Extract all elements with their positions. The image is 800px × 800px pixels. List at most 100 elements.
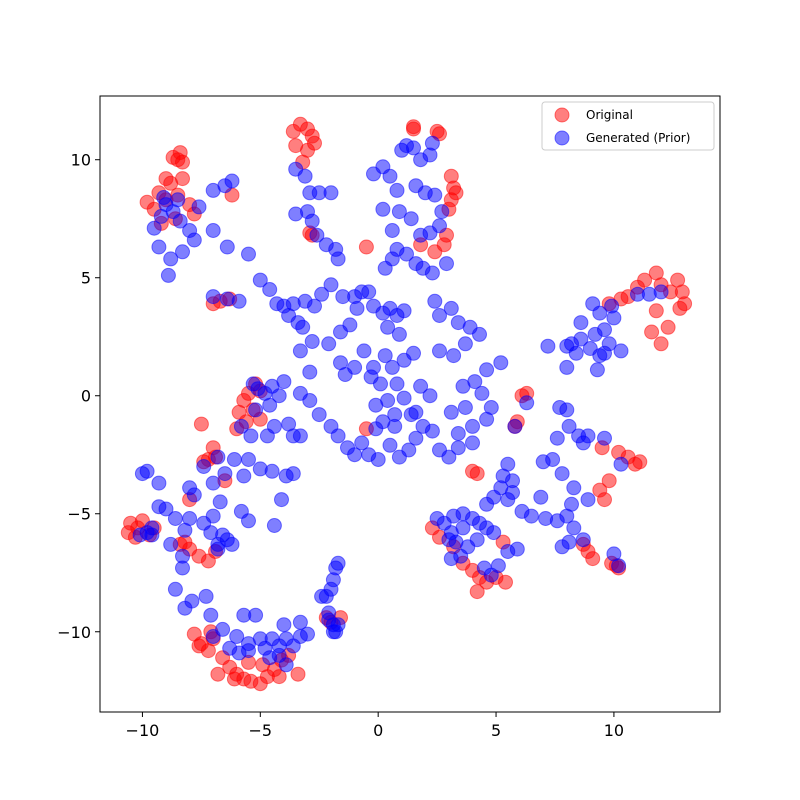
generated-point: [533, 489, 549, 505]
original-point: [271, 669, 287, 685]
generated-point: [554, 539, 570, 555]
generated-point: [396, 303, 412, 319]
generated-point: [408, 430, 424, 446]
generated-point: [597, 345, 612, 361]
original-point: [170, 152, 186, 168]
generated-point: [215, 621, 231, 637]
generated-point: [233, 503, 249, 519]
points-layer: [120, 116, 693, 692]
generated-point: [224, 536, 240, 552]
x-axis: −10 −5 0 5 10: [126, 712, 624, 740]
generated-point: [443, 404, 459, 420]
generated-point: [465, 435, 480, 451]
original-point: [427, 244, 443, 260]
generated-point: [559, 359, 575, 375]
generated-point: [163, 536, 179, 552]
generated-point: [266, 418, 282, 434]
generated-point: [566, 520, 582, 536]
x-tick-label: 0: [373, 721, 383, 740]
generated-point: [205, 289, 221, 305]
generated-point: [252, 272, 268, 288]
generated-point: [375, 201, 391, 217]
generated-point: [175, 244, 190, 260]
generated-point: [391, 204, 407, 220]
original-point: [632, 454, 648, 470]
legend-label-generated: Generated (Prior): [586, 131, 690, 145]
generated-point: [295, 319, 311, 335]
generated-point: [276, 617, 292, 633]
y-tick-label: −10: [57, 623, 91, 642]
generated-point: [307, 298, 322, 314]
generated-point: [210, 449, 226, 465]
y-tick-label: 5: [81, 269, 91, 288]
generated-point: [151, 499, 167, 515]
generated-point: [384, 223, 400, 238]
generated-point: [333, 324, 348, 340]
generated-point: [285, 466, 301, 482]
generated-point: [457, 400, 473, 415]
generated-point: [167, 581, 183, 597]
generated-point: [330, 251, 346, 267]
generated-point: [243, 428, 259, 444]
generated-point: [479, 362, 495, 378]
generated-point: [325, 617, 341, 633]
x-tick-label: 5: [491, 721, 501, 740]
generated-point: [389, 376, 405, 392]
generated-point: [384, 359, 400, 375]
legend-marker-original: [554, 107, 570, 123]
generated-point: [613, 343, 629, 359]
y-axis: −10 −5 0 5 10: [57, 151, 100, 642]
generated-point: [483, 400, 499, 415]
generated-point: [448, 534, 464, 550]
generated-point: [391, 326, 407, 342]
generated-point: [377, 260, 393, 276]
generated-point: [224, 173, 240, 189]
generated-point: [354, 435, 370, 451]
generated-point: [186, 232, 202, 248]
generated-point: [422, 388, 438, 404]
generated-point: [561, 418, 577, 434]
generated-point: [163, 251, 179, 267]
generated-point: [573, 315, 589, 331]
generated-point: [151, 239, 167, 255]
generated-point: [406, 140, 421, 156]
original-point: [653, 336, 669, 352]
generated-point: [236, 607, 252, 623]
original-point: [660, 319, 676, 335]
generated-point: [382, 168, 398, 184]
original-point: [193, 416, 209, 432]
generated-point: [432, 343, 447, 359]
generated-point: [146, 220, 162, 236]
generated-point: [559, 338, 575, 354]
generated-point: [300, 626, 315, 642]
x-tick-label: −5: [249, 721, 273, 740]
generated-point: [175, 560, 190, 576]
y-tick-label: 0: [81, 387, 91, 406]
generated-point: [566, 480, 582, 496]
generated-point: [486, 525, 502, 541]
generated-point: [151, 475, 167, 491]
generated-point: [432, 218, 447, 234]
generated-point: [231, 293, 247, 309]
generated-point: [554, 466, 570, 482]
generated-point: [457, 336, 473, 352]
generated-point: [387, 418, 403, 434]
generated-point: [330, 428, 346, 444]
generated-point: [415, 418, 431, 434]
generated-point: [380, 319, 396, 335]
generated-point: [580, 492, 596, 508]
generated-point: [559, 508, 575, 524]
original-point: [191, 638, 207, 654]
generated-point: [271, 388, 287, 404]
generated-point: [347, 359, 363, 375]
generated-point: [427, 293, 443, 309]
original-point: [469, 584, 485, 600]
original-point: [644, 324, 660, 340]
generated-point: [297, 168, 313, 184]
generated-point: [262, 397, 278, 413]
generated-point: [401, 442, 417, 458]
generated-point: [472, 326, 487, 342]
generated-point: [219, 239, 235, 255]
generated-point: [403, 407, 419, 423]
generated-point: [380, 393, 396, 408]
